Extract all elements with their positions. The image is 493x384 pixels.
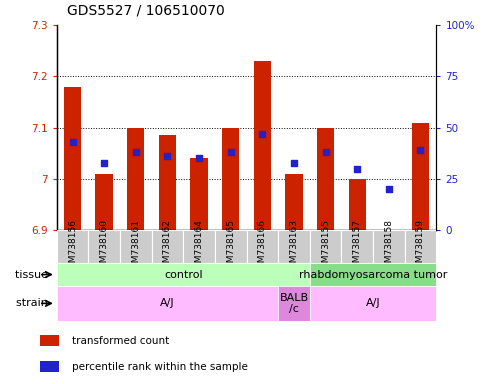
Bar	[190, 159, 208, 230]
Bar	[310, 263, 436, 286]
Bar	[222, 128, 240, 230]
Bar	[246, 230, 278, 263]
Bar	[278, 230, 310, 263]
Bar	[373, 230, 405, 263]
Text: rhabdomyosarcoma tumor: rhabdomyosarcoma tumor	[299, 270, 447, 280]
Text: GSM738164: GSM738164	[195, 219, 204, 274]
Point	[258, 131, 266, 137]
Bar	[405, 230, 436, 263]
Text: A/J: A/J	[366, 298, 380, 308]
Text: percentile rank within the sample: percentile rank within the sample	[72, 362, 247, 372]
Text: GDS5527 / 106510070: GDS5527 / 106510070	[67, 3, 224, 17]
Point	[100, 159, 108, 166]
Bar	[253, 61, 271, 230]
Text: GSM738160: GSM738160	[100, 219, 108, 274]
Bar	[57, 286, 278, 321]
Point	[417, 147, 424, 153]
Point	[195, 156, 203, 162]
Bar	[40, 335, 59, 346]
Bar	[96, 174, 113, 230]
Text: GSM738155: GSM738155	[321, 219, 330, 274]
Bar	[64, 87, 81, 230]
Bar	[120, 230, 152, 263]
Text: BALB
/c: BALB /c	[280, 293, 309, 314]
Bar	[127, 128, 144, 230]
Text: GSM738161: GSM738161	[131, 219, 141, 274]
Bar	[310, 230, 341, 263]
Bar	[317, 128, 334, 230]
Text: A/J: A/J	[160, 298, 175, 308]
Bar	[349, 179, 366, 230]
Point	[132, 149, 140, 156]
Bar	[88, 230, 120, 263]
Text: tissue: tissue	[15, 270, 52, 280]
Point	[321, 149, 329, 156]
Bar	[57, 230, 88, 263]
Bar	[285, 174, 303, 230]
Bar	[380, 230, 397, 233]
Point	[69, 139, 76, 145]
Text: GSM738163: GSM738163	[289, 219, 298, 274]
Bar	[57, 263, 310, 286]
Text: GSM738166: GSM738166	[258, 219, 267, 274]
Text: strain: strain	[16, 298, 52, 308]
Text: GSM738157: GSM738157	[352, 219, 362, 274]
Bar	[278, 286, 310, 321]
Text: GSM738159: GSM738159	[416, 219, 425, 274]
Bar	[341, 230, 373, 263]
Bar	[152, 230, 183, 263]
Bar	[412, 122, 429, 230]
Point	[164, 153, 172, 159]
Point	[353, 166, 361, 172]
Text: GSM738158: GSM738158	[385, 219, 393, 274]
Point	[227, 149, 235, 156]
Bar	[310, 286, 436, 321]
Text: GSM738165: GSM738165	[226, 219, 235, 274]
Bar	[40, 361, 59, 372]
Bar	[215, 230, 246, 263]
Text: control: control	[164, 270, 203, 280]
Text: transformed count: transformed count	[72, 336, 169, 346]
Point	[290, 159, 298, 166]
Bar	[159, 136, 176, 230]
Bar	[183, 230, 215, 263]
Text: GSM738156: GSM738156	[68, 219, 77, 274]
Text: GSM738162: GSM738162	[163, 219, 172, 274]
Point	[385, 186, 393, 192]
